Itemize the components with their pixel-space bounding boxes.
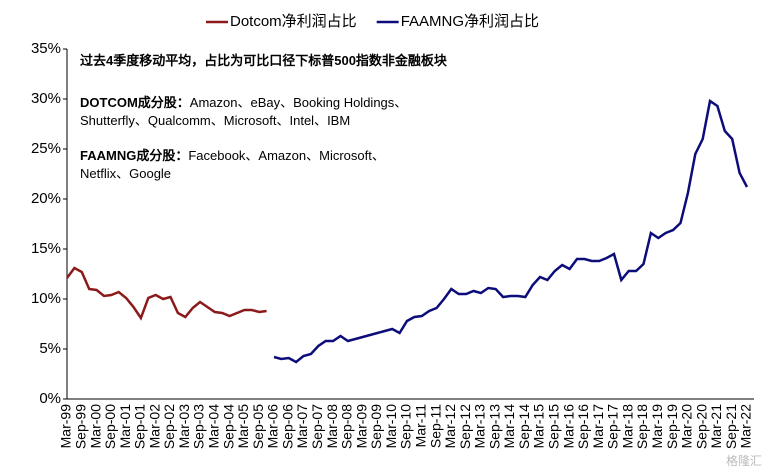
- x-tick-label: Sep-09: [368, 404, 384, 449]
- x-tick-label: Mar-04: [206, 404, 222, 449]
- y-tick-label: 5%: [39, 340, 61, 357]
- x-tick-label: Sep-18: [634, 404, 650, 449]
- x-tick-label: Mar-13: [472, 404, 488, 449]
- x-tick-label: Sep-07: [309, 404, 325, 449]
- x-tick-label: Mar-07: [294, 404, 310, 449]
- x-tick-label: Mar-11: [412, 404, 428, 448]
- x-tick-label: Sep-05: [250, 404, 266, 449]
- y-tick-label: 0%: [39, 390, 61, 407]
- x-tick-label: Mar-16: [560, 404, 576, 449]
- y-tick-label: 15%: [31, 240, 61, 257]
- legend-label: Dotcom净利润占比: [230, 13, 357, 30]
- x-tick-label: Sep-08: [339, 404, 355, 449]
- y-tick-label: 20%: [31, 190, 61, 207]
- series-line: [273, 98, 749, 364]
- y-tick-label: 35%: [31, 40, 61, 57]
- x-tick-label: Mar-09: [353, 404, 369, 449]
- x-tick-label: Mar-20: [679, 404, 695, 449]
- x-tick-label: Sep-02: [161, 404, 177, 449]
- x-tick-label: Mar-14: [501, 404, 517, 449]
- x-tick-label: Mar-15: [531, 404, 547, 449]
- annotation-text: Shutterfly、Qualcomm、Microsoft、Intel、IBM: [80, 113, 350, 128]
- x-tick-label: Sep-21: [723, 404, 739, 449]
- x-tick-label: Mar-06: [265, 404, 281, 449]
- x-tick-label: Sep-06: [279, 404, 295, 449]
- x-tick-label: Mar-03: [176, 404, 192, 449]
- annotation-bold: FAAMNG成分股：: [80, 148, 188, 163]
- x-tick-label: Mar-99: [58, 404, 74, 449]
- x-tick-label: Mar-21: [708, 404, 724, 449]
- x-tick-label: Sep-03: [191, 404, 207, 449]
- watermark: 格隆汇: [726, 453, 762, 468]
- x-tick-label: Mar-10: [383, 404, 399, 449]
- y-tick-label: 10%: [31, 290, 61, 307]
- x-tick-label: Sep-15: [546, 404, 562, 449]
- annotation: Shutterfly、Qualcomm、Microsoft、Intel、IBM: [80, 113, 350, 128]
- x-tick-label: Sep-01: [132, 404, 148, 449]
- x-tick-label: Mar-12: [442, 404, 458, 449]
- x-tick-label: Sep-14: [516, 404, 532, 449]
- x-tick-label: Mar-05: [235, 404, 251, 449]
- x-tick-label: Mar-17: [590, 404, 606, 449]
- x-tick-label: Mar-22: [738, 404, 754, 449]
- y-tick-label: 30%: [31, 90, 61, 107]
- series-line: [65, 266, 267, 321]
- annotation: DOTCOM成分股：Amazon、eBay、Booking Holdings、: [80, 95, 407, 110]
- x-tick-label: Sep-19: [664, 404, 680, 449]
- x-tick-label: Sep-13: [486, 404, 502, 449]
- x-tick-label: Mar-00: [87, 404, 103, 449]
- annotation: Netflix、Google: [80, 166, 171, 181]
- annotation-text: Netflix、Google: [80, 166, 171, 181]
- x-tick-label: Mar-01: [117, 404, 133, 449]
- x-tick-label: Sep-11: [427, 404, 443, 448]
- annotation-bold: 过去4季度移动平均，占比为可比口径下标普500指数非金融板块: [80, 53, 448, 68]
- y-tick-label: 25%: [31, 140, 61, 157]
- annotation-bold: DOTCOM成分股：: [80, 95, 190, 110]
- x-tick-label: Sep-10: [398, 404, 414, 449]
- x-tick-label: Mar-02: [146, 404, 162, 449]
- x-tick-label: Sep-04: [220, 404, 236, 449]
- x-tick-label: Mar-08: [324, 404, 340, 449]
- x-tick-label: Sep-99: [72, 404, 88, 449]
- x-tick-label: Sep-00: [102, 404, 118, 449]
- annotation-text: Amazon、eBay、Booking Holdings、: [190, 95, 408, 110]
- annotation-text: Facebook、Amazon、Microsoft、: [188, 148, 385, 163]
- annotation: FAAMNG成分股：Facebook、Amazon、Microsoft、: [80, 148, 385, 163]
- x-tick-label: Sep-17: [605, 404, 621, 449]
- x-tick-label: Sep-20: [693, 404, 709, 449]
- x-tick-label: Sep-16: [575, 404, 591, 449]
- x-tick-label: Mar-19: [649, 404, 665, 449]
- x-tick-label: Sep-12: [457, 404, 473, 449]
- legend-label: FAAMNG净利润占比: [401, 13, 539, 30]
- x-tick-label: Mar-18: [619, 404, 635, 449]
- annotation: 过去4季度移动平均，占比为可比口径下标普500指数非金融板块: [80, 53, 448, 68]
